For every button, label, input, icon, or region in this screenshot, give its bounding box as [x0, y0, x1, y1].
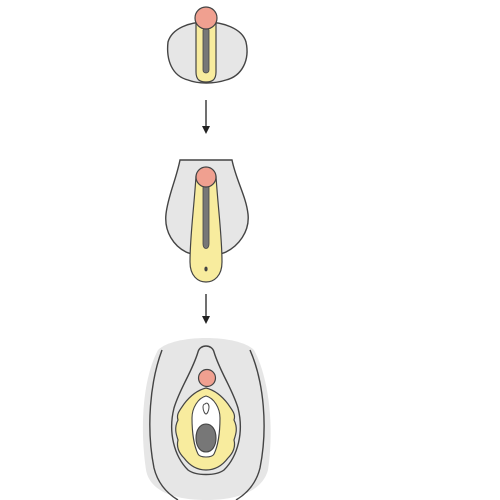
arrow-2-head: [202, 316, 210, 324]
stage-3-vaginal-opening: [195, 423, 217, 453]
arrow-stage-1-to-2: [202, 100, 210, 134]
stage-3-left-thigh-line: [149, 349, 179, 500]
arrow-1-head: [202, 126, 210, 134]
arrow-stage-2-to-3: [202, 294, 210, 324]
stage-1-illustration: [166, 6, 248, 84]
stage-1-groove: [202, 28, 210, 74]
stage-3-right-thigh-line: [235, 349, 265, 500]
stage-1-tip: [194, 6, 218, 30]
stage-3-illustration: [142, 338, 271, 500]
stage-2-tip: [195, 166, 217, 188]
stage-2-groove: [202, 184, 210, 249]
stage-2-illustration: [165, 159, 249, 283]
stage-3-tip: [197, 368, 217, 388]
stage-3-urethral-opening: [202, 402, 210, 415]
stage-2-pore: [204, 266, 208, 272]
